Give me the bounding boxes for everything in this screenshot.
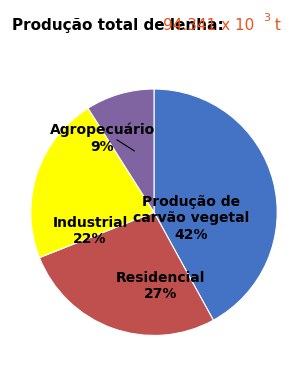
Text: Industrial
22%: Industrial 22%	[52, 216, 128, 246]
Wedge shape	[154, 89, 277, 320]
Wedge shape	[31, 108, 154, 258]
Wedge shape	[88, 89, 154, 212]
Text: 3: 3	[263, 13, 270, 23]
Text: t: t	[270, 17, 280, 33]
Text: 94.341 x 10: 94.341 x 10	[163, 17, 254, 33]
Text: Produção de
carvão vegetal
42%: Produção de carvão vegetal 42%	[133, 195, 249, 241]
Text: Residencial
27%: Residencial 27%	[116, 271, 205, 301]
Text: Produção total de lenha:: Produção total de lenha:	[12, 17, 229, 33]
Text: Agropecuário
9%: Agropecuário 9%	[50, 123, 155, 153]
Wedge shape	[39, 212, 213, 335]
